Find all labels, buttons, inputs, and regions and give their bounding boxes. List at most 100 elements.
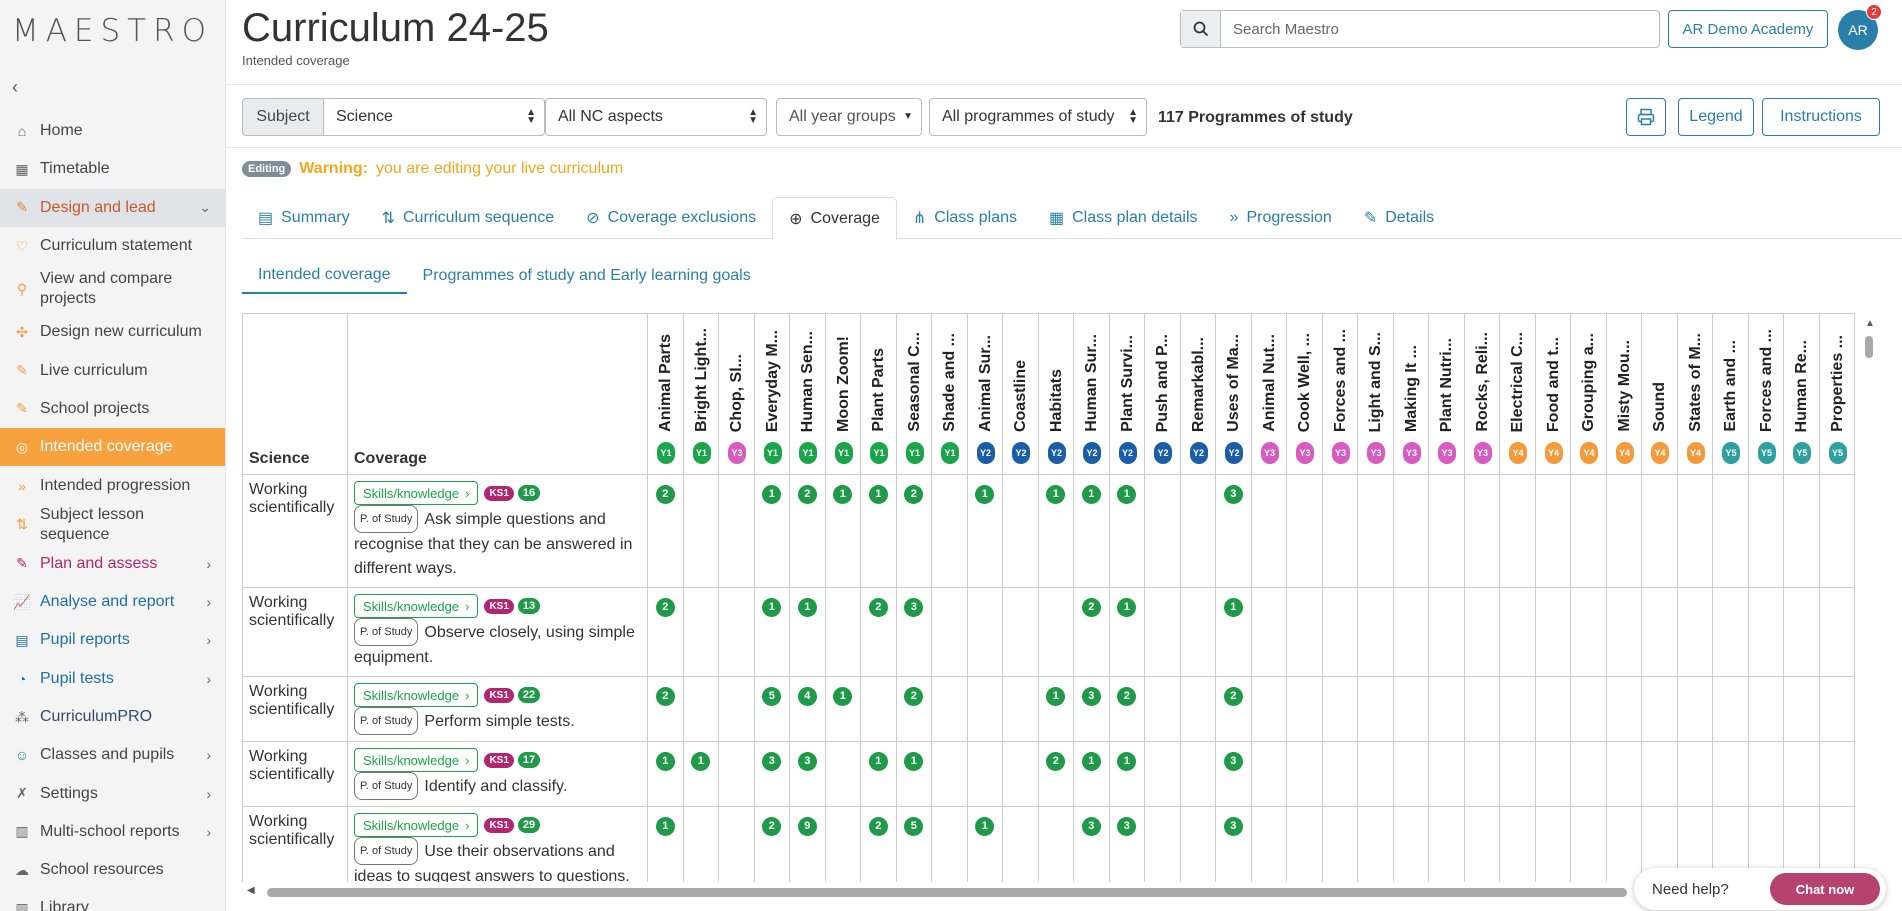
coverage-grid-cell[interactable] [966, 741, 1003, 807]
coverage-grid-cell[interactable]: 1 [1073, 474, 1110, 588]
coverage-grid-cell[interactable] [1712, 587, 1749, 677]
coverage-grid-cell[interactable]: 3 [1215, 741, 1252, 807]
coverage-grid-cell[interactable] [1144, 676, 1181, 742]
vertical-scroll-thumb[interactable] [1865, 336, 1873, 358]
coverage-grid-cell[interactable]: 1 [1108, 474, 1145, 588]
project-column-header[interactable]: Earth and ... Y5 [1712, 313, 1749, 475]
sidebar-item-settings[interactable]: ✗ Settings › [0, 774, 225, 812]
subtab-intended-coverage[interactable]: Intended coverage [242, 258, 407, 294]
coverage-grid-cell[interactable]: 9 [789, 806, 826, 882]
coverage-grid-cell[interactable] [718, 741, 755, 807]
coverage-grid-cell[interactable] [1002, 741, 1039, 807]
sidebar-item-multi-school-reports[interactable]: ▥ Multi-school reports › [0, 813, 225, 851]
project-column-header[interactable]: Animal Nut... Y3 [1250, 313, 1287, 475]
coverage-grid-cell[interactable]: 1 [1215, 587, 1252, 677]
coverage-grid-cell[interactable]: 1 [1108, 741, 1145, 807]
project-column-header[interactable]: Light and S... Y3 [1357, 313, 1394, 475]
coverage-grid-cell[interactable]: 1 [824, 676, 861, 742]
project-column-header[interactable]: Forces and ... Y5 [1747, 313, 1784, 475]
project-column-header[interactable]: Sound Y4 [1641, 313, 1678, 475]
project-column-header[interactable]: Bright Light... Y1 [682, 313, 719, 475]
coverage-grid-cell[interactable] [1179, 587, 1216, 677]
project-column-header[interactable]: Plant Nutri... Y3 [1428, 313, 1465, 475]
coverage-grid-cell[interactable] [1570, 676, 1607, 742]
coverage-grid-cell[interactable] [1534, 474, 1571, 588]
coverage-grid-cell[interactable] [1463, 806, 1500, 882]
coverage-grid-cell[interactable] [1002, 587, 1039, 677]
coverage-grid-cell[interactable]: 1 [647, 741, 684, 807]
coverage-grid-cell[interactable] [824, 587, 861, 677]
coverage-grid-cell[interactable]: 5 [895, 806, 932, 882]
coverage-grid-cell[interactable] [966, 587, 1003, 677]
horizontal-scroll-thumb[interactable] [267, 888, 1627, 897]
project-column-header[interactable]: Human Sen... Y1 [789, 313, 826, 475]
coverage-grid-cell[interactable] [1747, 676, 1784, 742]
coverage-grid-cell[interactable]: 4 [789, 676, 826, 742]
coverage-grid-cell[interactable] [1605, 741, 1642, 807]
sidebar-item-school-projects[interactable]: ✎ School projects [0, 390, 225, 428]
coverage-grid-cell[interactable]: 2 [860, 587, 897, 677]
coverage-grid-cell[interactable]: 1 [1037, 474, 1074, 588]
coverage-grid-cell[interactable] [1392, 806, 1429, 882]
coverage-grid-cell[interactable]: 2 [647, 587, 684, 677]
coverage-grid-cell[interactable]: 3 [1215, 474, 1252, 588]
nc-aspects-select[interactable]: All NC aspects ▲ ▼ [545, 98, 767, 136]
coverage-grid-cell[interactable] [931, 474, 968, 588]
coverage-grid-cell[interactable] [718, 474, 755, 588]
coverage-grid-cell[interactable]: 1 [860, 741, 897, 807]
coverage-grid-cell[interactable]: 2 [789, 474, 826, 588]
skills-knowledge-chip[interactable]: Skills/knowledge › [354, 683, 479, 707]
sidebar-item-intended-coverage[interactable]: ◎ Intended coverage [0, 428, 225, 467]
project-column-header[interactable]: Plant Survi... Y2 [1108, 313, 1145, 475]
coverage-grid-cell[interactable]: 2 [647, 474, 684, 588]
tab-class-plan-details[interactable]: ▦ Class plan details [1033, 197, 1214, 239]
vertical-scrollbar[interactable]: ▲ [1862, 318, 1876, 878]
sidebar-item-curriculum-statement[interactable]: ♡ Curriculum statement [0, 227, 225, 265]
coverage-grid-cell[interactable]: 3 [753, 741, 790, 807]
coverage-grid-cell[interactable] [1534, 806, 1571, 882]
search-input[interactable] [1221, 11, 1659, 47]
coverage-grid-cell[interactable] [1534, 587, 1571, 677]
coverage-grid-cell[interactable] [1818, 676, 1855, 742]
coverage-grid-cell[interactable] [1002, 806, 1039, 882]
programmes-select[interactable]: All programmes of study ▲ ▼ [929, 98, 1147, 136]
sidebar-item-analyse-and-report[interactable]: 📈 Analyse and report › [0, 583, 225, 621]
coverage-grid-cell[interactable] [1747, 474, 1784, 588]
coverage-grid-cell[interactable] [931, 676, 968, 742]
tab-coverage-exclusions[interactable]: ⊘ Coverage exclusions [570, 197, 772, 239]
coverage-grid-cell[interactable] [1676, 741, 1713, 807]
coverage-grid-cell[interactable] [682, 474, 719, 588]
project-column-header[interactable]: Forces and ... Y3 [1321, 313, 1358, 475]
coverage-grid-cell[interactable]: 3 [1215, 806, 1252, 882]
skills-knowledge-chip[interactable]: Skills/knowledge › [354, 748, 479, 772]
project-column-header[interactable]: Rocks, Reli... Y3 [1463, 313, 1500, 475]
coverage-grid-cell[interactable] [718, 587, 755, 677]
coverage-grid-cell[interactable] [1357, 474, 1394, 588]
coverage-grid-cell[interactable] [682, 587, 719, 677]
coverage-grid-cell[interactable] [1428, 741, 1465, 807]
coverage-grid-cell[interactable] [1002, 474, 1039, 588]
coverage-grid-cell[interactable] [1747, 741, 1784, 807]
coverage-grid-cell[interactable] [1463, 676, 1500, 742]
coverage-grid-cell[interactable] [1499, 806, 1536, 882]
coverage-grid-cell[interactable] [718, 676, 755, 742]
coverage-grid-cell[interactable] [860, 676, 897, 742]
coverage-grid-cell[interactable]: 1 [1108, 587, 1145, 677]
coverage-grid-cell[interactable]: 1 [789, 587, 826, 677]
coverage-grid-cell[interactable] [1250, 806, 1287, 882]
coverage-grid-cell[interactable] [1250, 676, 1287, 742]
project-column-header[interactable]: Human Sur... Y2 [1073, 313, 1110, 475]
coverage-grid-cell[interactable]: 1 [824, 474, 861, 588]
coverage-grid-cell[interactable] [1534, 741, 1571, 807]
coverage-grid-cell[interactable] [1428, 676, 1465, 742]
coverage-grid-cell[interactable] [1499, 741, 1536, 807]
project-column-header[interactable]: Animal Sur... Y2 [966, 313, 1003, 475]
sidebar-item-home[interactable]: ⌂ Home [0, 112, 225, 150]
coverage-grid-cell[interactable]: 2 [1037, 741, 1074, 807]
coverage-grid-cell[interactable] [1676, 474, 1713, 588]
coverage-grid-cell[interactable] [1783, 676, 1820, 742]
coverage-grid-cell[interactable] [824, 741, 861, 807]
skills-knowledge-chip[interactable]: Skills/knowledge › [354, 481, 479, 505]
coverage-grid-cell[interactable]: 2 [895, 474, 932, 588]
coverage-grid-cell[interactable] [1286, 676, 1323, 742]
